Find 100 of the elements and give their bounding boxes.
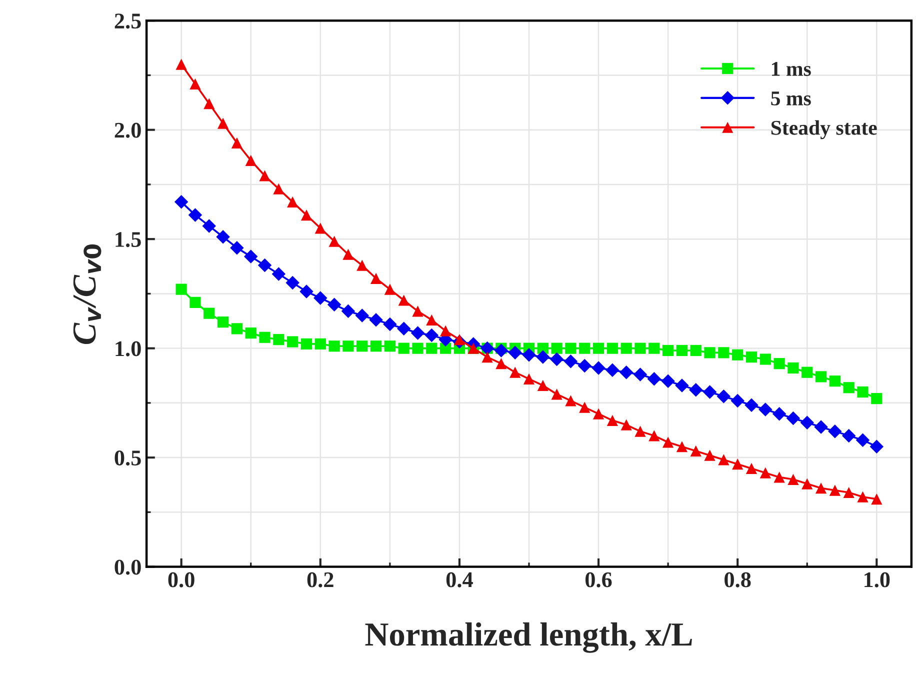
point xyxy=(772,406,786,421)
point xyxy=(579,342,590,354)
point xyxy=(273,334,284,346)
point xyxy=(369,313,383,327)
point xyxy=(412,306,424,317)
point xyxy=(634,342,646,354)
point xyxy=(730,394,744,408)
point xyxy=(245,327,256,339)
point xyxy=(828,424,842,438)
point xyxy=(815,482,827,494)
point xyxy=(287,336,298,348)
legend-label: Steady state xyxy=(771,120,877,140)
point xyxy=(272,267,286,281)
point xyxy=(800,416,814,430)
y-tick-label: 1.5 xyxy=(116,232,141,248)
point xyxy=(843,486,854,498)
point xyxy=(230,240,244,255)
point xyxy=(675,378,689,392)
point xyxy=(188,208,202,222)
point xyxy=(328,340,340,352)
point xyxy=(384,284,396,295)
point xyxy=(300,338,312,350)
point xyxy=(690,344,702,356)
point xyxy=(704,450,716,461)
point xyxy=(231,137,243,149)
point xyxy=(592,408,604,420)
point xyxy=(370,272,382,284)
point xyxy=(565,395,576,406)
legend-label: 5 ms xyxy=(771,92,811,106)
point xyxy=(870,440,884,454)
point xyxy=(857,491,868,502)
point xyxy=(508,346,522,360)
y-axis-title: C$_{v}$/C$_{v0}$ xyxy=(73,244,102,344)
point xyxy=(426,342,438,354)
point xyxy=(496,358,507,370)
point xyxy=(744,398,758,412)
point xyxy=(592,361,606,375)
point xyxy=(829,376,840,387)
point xyxy=(648,342,660,354)
point xyxy=(536,350,550,364)
x-tick-label: 0.2 xyxy=(307,572,334,588)
point xyxy=(732,458,744,470)
point xyxy=(424,328,439,342)
point xyxy=(190,78,201,90)
point xyxy=(522,348,536,362)
point xyxy=(760,354,771,365)
point xyxy=(341,304,356,318)
point xyxy=(774,472,785,483)
point xyxy=(606,414,618,426)
y-tick-label: 2.0 xyxy=(114,122,141,138)
point xyxy=(788,474,799,485)
point xyxy=(273,183,284,194)
point xyxy=(871,393,882,404)
point xyxy=(259,332,270,343)
point xyxy=(398,294,410,306)
point xyxy=(440,325,452,336)
x-tick-label: 0.6 xyxy=(585,572,612,588)
x-tick-label: 0.0 xyxy=(168,572,194,588)
point xyxy=(802,478,813,490)
point xyxy=(384,340,396,352)
point xyxy=(355,308,369,322)
point xyxy=(702,385,717,399)
y-tick-label: 0.0 xyxy=(114,560,141,575)
point xyxy=(398,342,410,354)
point xyxy=(454,334,466,346)
point xyxy=(746,351,758,363)
point xyxy=(328,236,340,247)
point xyxy=(314,222,326,234)
point xyxy=(356,260,368,271)
point xyxy=(370,340,382,352)
point xyxy=(190,296,201,308)
x-tick-label: 1.0 xyxy=(864,572,890,588)
point xyxy=(356,340,368,352)
point xyxy=(814,420,828,434)
point xyxy=(716,389,731,404)
point xyxy=(412,342,424,354)
point xyxy=(537,380,548,392)
point xyxy=(259,170,270,182)
x-tick-label: 0.4 xyxy=(446,572,473,588)
point xyxy=(746,462,758,474)
point xyxy=(579,402,590,413)
point xyxy=(578,358,592,373)
point xyxy=(718,454,730,466)
point xyxy=(287,196,298,208)
point xyxy=(774,358,785,370)
point xyxy=(396,322,411,336)
point xyxy=(245,154,256,166)
point xyxy=(634,426,646,437)
point xyxy=(327,298,342,312)
point xyxy=(704,347,716,358)
point xyxy=(494,344,508,358)
x-axis-title: Normalized length, x/L xyxy=(365,622,692,653)
point xyxy=(606,342,618,354)
point xyxy=(231,323,243,334)
point xyxy=(857,386,868,398)
x-tick-label: 0.8 xyxy=(724,572,751,588)
point xyxy=(648,430,660,442)
point xyxy=(300,284,314,298)
point xyxy=(564,354,578,368)
point xyxy=(202,219,216,233)
